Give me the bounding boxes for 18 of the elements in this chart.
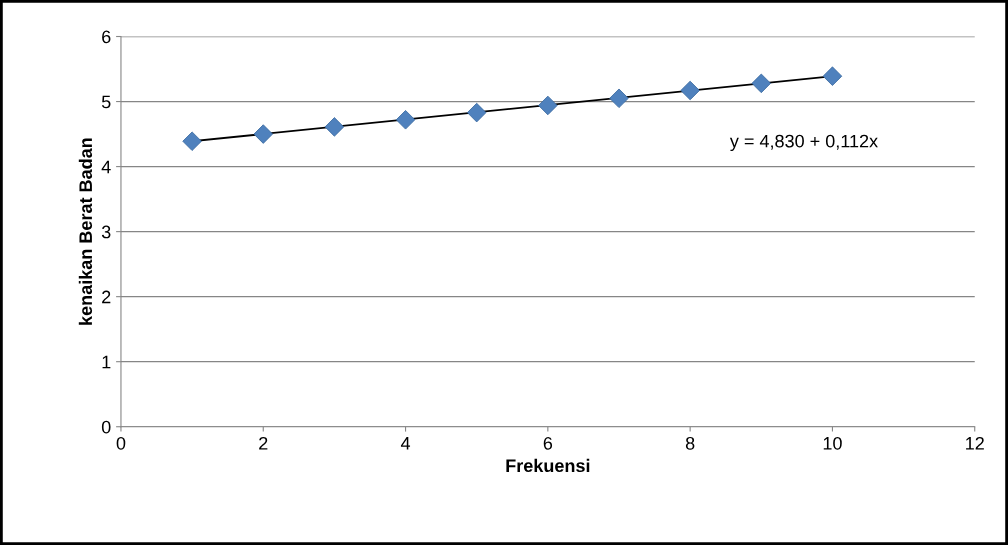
x-tick-label: 6: [543, 436, 553, 450]
x-tick-label: 8: [685, 436, 695, 450]
y-tick-label: 6: [102, 30, 111, 44]
y-tick-label: 0: [101, 420, 111, 434]
x-axis-title: Frekuensi: [506, 458, 590, 473]
y-tick-label: 2: [102, 290, 111, 304]
point: [609, 88, 629, 109]
x-tick-label: 4: [400, 437, 411, 450]
x-tick-label: 10: [823, 436, 842, 450]
x-tick-label: 2: [259, 436, 268, 450]
y-axis-title: kenaikan Berat Badan: [78, 138, 93, 325]
y-tick-label: 1: [102, 355, 111, 369]
y-tick-label: 3: [101, 225, 111, 239]
annotation: y = 4,830 + 0,112x: [729, 134, 878, 152]
y-tick-label: 4: [101, 160, 111, 174]
y-tick-label: 5: [101, 95, 111, 109]
x-tick-label: 12: [966, 436, 984, 450]
x-tick-label: 0: [116, 436, 126, 450]
